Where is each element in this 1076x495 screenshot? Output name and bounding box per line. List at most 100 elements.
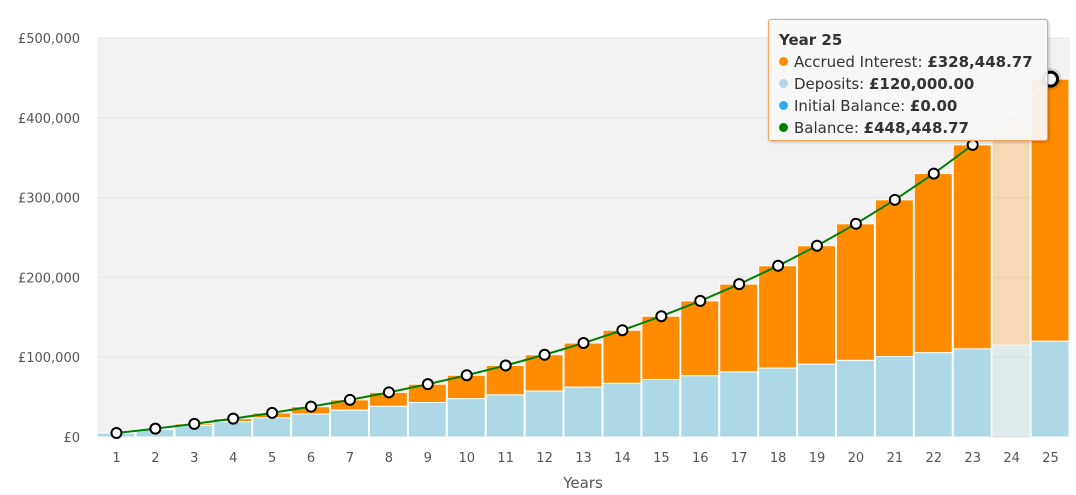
deposit-bar: [913, 352, 953, 438]
deposit-bar: [252, 417, 292, 438]
interest-bar: [758, 265, 798, 369]
interest-bar: [719, 283, 759, 373]
balance-point: [499, 359, 512, 372]
deposit-bar: [368, 405, 408, 438]
balance-point: [733, 278, 746, 291]
tooltip-row: Deposits: £120,000.00: [779, 73, 1037, 95]
y-axis-labels: £0 £100,000 £200,000 £300,000 £400,000 £500,0…: [18, 32, 80, 446]
balance-point: [616, 324, 629, 337]
deposit-bar: [330, 409, 369, 438]
interest-bar: [952, 144, 992, 350]
tooltip-row: Balance: £448,448.77: [779, 117, 1037, 139]
x-tick-label: 5: [268, 451, 276, 466]
x-tick-label: 10: [458, 451, 475, 466]
x-tick-label: 4: [229, 451, 237, 466]
x-tick-label: 3: [190, 451, 198, 466]
balance-point: [188, 417, 201, 430]
balance-point: [772, 259, 785, 272]
y-tick-label: £200,000: [18, 271, 80, 286]
balance-point: [888, 193, 901, 206]
x-tick-label: 7: [346, 451, 354, 466]
tooltip-value: £120,000.00: [868, 75, 975, 93]
balance-point: [927, 167, 940, 180]
deposit-bar: [797, 363, 836, 438]
balance-point: [849, 217, 862, 230]
deposit-bar: [680, 375, 720, 438]
balance-point: [149, 422, 162, 435]
deposit-bar: [991, 344, 1031, 438]
balance-point: [305, 400, 318, 413]
x-tick-label: 11: [497, 451, 514, 466]
x-tick-label: 22: [926, 451, 943, 466]
balance-point: [811, 239, 824, 252]
tooltip-row: Accrued Interest: £328,448.77: [779, 51, 1037, 73]
x-tick-label: 2: [151, 451, 159, 466]
deposit-bar: [758, 367, 798, 438]
deposit-bar: [407, 402, 447, 438]
tooltip-label: Deposits:: [794, 75, 869, 93]
tooltip-label: Balance:: [794, 119, 864, 137]
x-tick-label: 13: [575, 451, 592, 466]
tooltip-title: Year 25: [779, 31, 843, 49]
x-tick-label: 21: [887, 451, 904, 466]
deposit-bar: [1030, 340, 1070, 438]
x-axis-title: Years: [562, 474, 603, 492]
x-tick-label: 20: [848, 451, 865, 466]
deposit-bar: [563, 386, 603, 438]
balance-point: [655, 310, 668, 323]
balance-point: [577, 337, 590, 350]
x-tick-label: 1: [112, 451, 120, 466]
balance-point: [694, 294, 707, 307]
deposit-bar: [485, 394, 525, 438]
x-tick-label: 16: [692, 451, 709, 466]
interest-bar: [874, 199, 914, 358]
tooltip-value: £448,448.77: [863, 119, 969, 137]
x-tick-label: 25: [1042, 451, 1059, 466]
x-tick-label: 17: [731, 451, 748, 466]
balance-point: [382, 386, 395, 399]
x-tick-label: 9: [424, 451, 432, 466]
balance-point: [966, 138, 979, 151]
interest-bar: [641, 315, 681, 381]
x-tick-label: 23: [964, 451, 981, 466]
balance-point: [460, 369, 473, 382]
balance-point: [538, 348, 551, 361]
x-tick-label: 14: [614, 451, 631, 466]
interest-bar: [680, 300, 720, 377]
y-tick-label: £500,000: [18, 32, 80, 47]
x-tick-label: 15: [653, 451, 670, 466]
x-tick-label: 24: [1003, 451, 1020, 466]
deposit-bar: [446, 398, 486, 438]
tooltip-label: Accrued Interest:: [794, 53, 928, 71]
legend-dot-icon: [779, 79, 788, 88]
interest-bar: [602, 329, 642, 384]
y-tick-label: £400,000: [18, 112, 80, 127]
balance-point: [421, 378, 434, 391]
tooltip-value: £328,448.77: [927, 53, 1033, 71]
x-tick-label: 6: [307, 451, 315, 466]
deposit-bar: [602, 382, 642, 438]
bars: [96, 78, 1070, 438]
interest-bar: [991, 112, 1031, 346]
deposit-bar: [952, 348, 992, 438]
x-tick-label: 8: [385, 451, 393, 466]
deposit-bar: [835, 359, 875, 438]
deposit-bar: [641, 379, 681, 438]
legend-dot-icon: [779, 101, 788, 110]
deposit-bar: [719, 371, 759, 438]
x-tick-label: 12: [536, 451, 553, 466]
interest-bar: [835, 223, 875, 361]
legend-dot-icon: [779, 123, 788, 132]
x-axis-labels: 1 2 3 4 5 6 7 8 9 10 11 12 13 14 15 16 17 18 19 20 21 22 23 24 2…: [112, 451, 1058, 466]
y-tick-label: £100,000: [18, 351, 80, 366]
deposit-bar: [874, 356, 914, 438]
tooltip-row: Initial Balance: £0.00: [779, 95, 1037, 117]
tooltip-value: £0.00: [909, 97, 958, 115]
balance-point: [227, 412, 240, 425]
balance-point: [266, 406, 279, 419]
tooltip-label: Initial Balance:: [794, 97, 910, 115]
x-tick-label: 18: [770, 451, 787, 466]
interest-bar: [563, 342, 603, 388]
y-tick-label: £300,000: [18, 192, 80, 207]
interest-bar: [797, 245, 836, 365]
